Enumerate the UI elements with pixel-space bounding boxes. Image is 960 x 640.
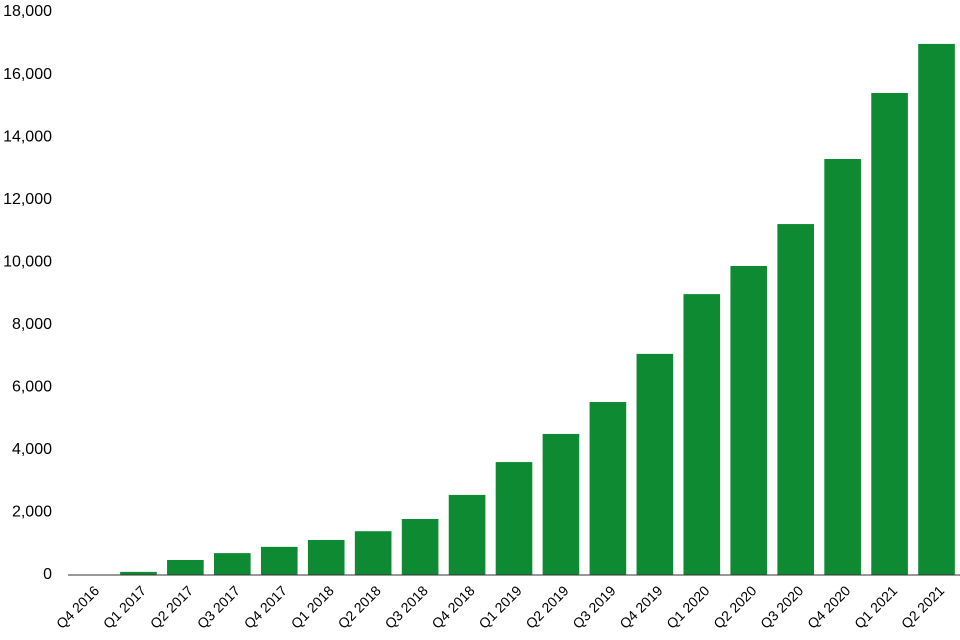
x-tick-label: Q4 2020	[804, 582, 853, 631]
x-tick-label: Q2 2018	[335, 582, 384, 631]
bar	[824, 159, 861, 575]
x-tick-label: Q1 2019	[475, 582, 524, 631]
bar	[354, 531, 392, 575]
bar	[495, 462, 533, 575]
x-tick-label: Q2 2017	[147, 582, 196, 631]
bar	[777, 224, 814, 575]
y-tick-label: 10,000	[3, 253, 52, 270]
bar	[120, 571, 157, 575]
x-tick-label: Q3 2017	[194, 582, 243, 631]
bar	[307, 539, 345, 575]
y-tick-label: 2,000	[12, 504, 52, 521]
x-tick-label: Q1 2017	[100, 582, 149, 631]
x-tick-label: Q3 2020	[757, 582, 806, 631]
y-tick-label: 14,000	[3, 128, 52, 145]
y-tick-label: 4,000	[12, 441, 52, 458]
x-tick-label: Q1 2018	[288, 582, 337, 631]
bar	[589, 402, 627, 575]
bar	[260, 546, 298, 575]
x-tick-label: Q1 2020	[663, 582, 712, 631]
bar	[401, 519, 439, 575]
bar	[167, 559, 204, 575]
x-tick-label: Q2 2020	[710, 582, 759, 631]
y-tick-label: 12,000	[3, 191, 52, 208]
bar	[542, 433, 580, 575]
y-tick-label: 0	[43, 566, 52, 583]
x-tick-label: Q3 2019	[569, 582, 618, 631]
y-tick-label: 16,000	[3, 66, 52, 83]
x-tick-label: Q4 2019	[616, 582, 665, 631]
x-tick-label: Q1 2021	[851, 582, 900, 631]
x-tick-label: Q4 2017	[241, 582, 290, 631]
x-tick-label: Q4 2016	[53, 582, 102, 631]
bar	[448, 494, 486, 575]
y-tick-label: 8,000	[12, 316, 52, 333]
x-tick-label: Q2 2019	[522, 582, 571, 631]
bar	[683, 294, 721, 575]
bar	[214, 553, 251, 575]
bar	[730, 265, 768, 575]
bar	[871, 93, 908, 575]
bar	[636, 353, 674, 575]
x-tick-label: Q2 2021	[898, 582, 947, 631]
x-tick-label: Q3 2018	[382, 582, 431, 631]
y-tick-label: 18,000	[3, 3, 52, 20]
x-tick-label: Q4 2018	[428, 582, 477, 631]
y-tick-label: 6,000	[12, 379, 52, 396]
bar	[918, 43, 955, 576]
